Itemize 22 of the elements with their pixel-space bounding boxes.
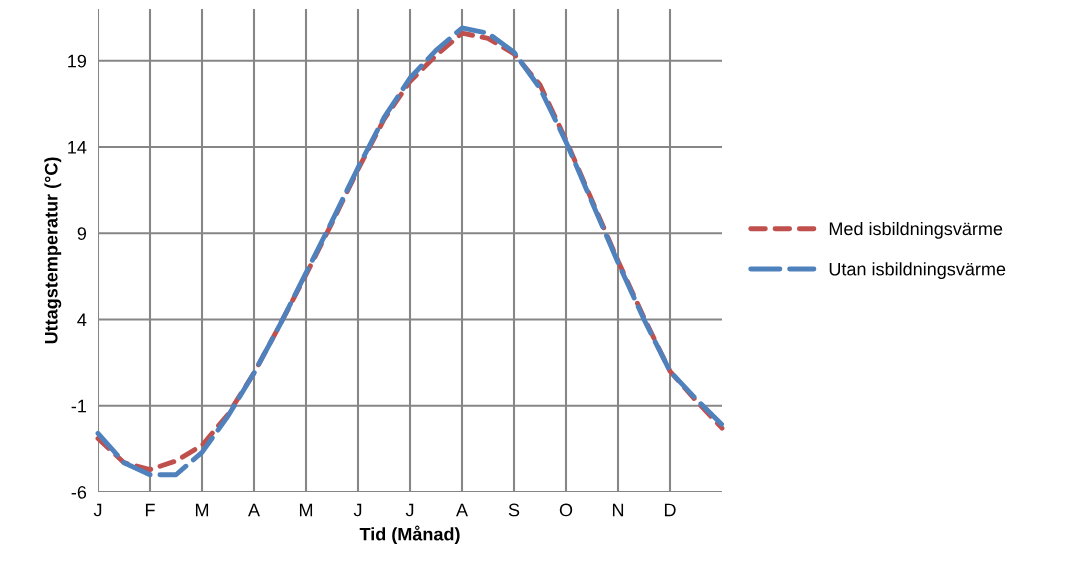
legend-label: Med isbildningsvärme — [829, 221, 1003, 239]
y-axis-title: Uttagstemperatur (°C) — [44, 157, 62, 344]
y-tick-label: 9 — [77, 227, 87, 240]
x-tick-label: N — [612, 503, 624, 517]
y-tick-label: -1 — [71, 399, 87, 413]
y-tick-label: 19 — [68, 54, 87, 68]
y-tick-label: -6 — [71, 485, 87, 499]
y-tick-label: 4 — [77, 313, 87, 327]
x-tick-label: M — [195, 503, 209, 517]
x-tick-label: J — [405, 503, 414, 517]
legend-label: Utan isbildningsvärme — [829, 262, 1006, 280]
x-tick-label: J — [353, 503, 362, 517]
x-axis-title: Tid (Månad) — [359, 525, 460, 545]
x-tick-label: S — [508, 503, 520, 517]
x-tick-label: A — [248, 503, 260, 517]
x-tick-label: D — [664, 503, 676, 517]
x-tick-label: A — [456, 503, 468, 517]
x-tick-label: J — [93, 503, 102, 517]
x-tick-label: F — [145, 503, 155, 517]
x-tick-label: O — [559, 503, 573, 517]
x-tick-label: M — [299, 503, 313, 517]
y-tick-label: 14 — [68, 141, 87, 154]
